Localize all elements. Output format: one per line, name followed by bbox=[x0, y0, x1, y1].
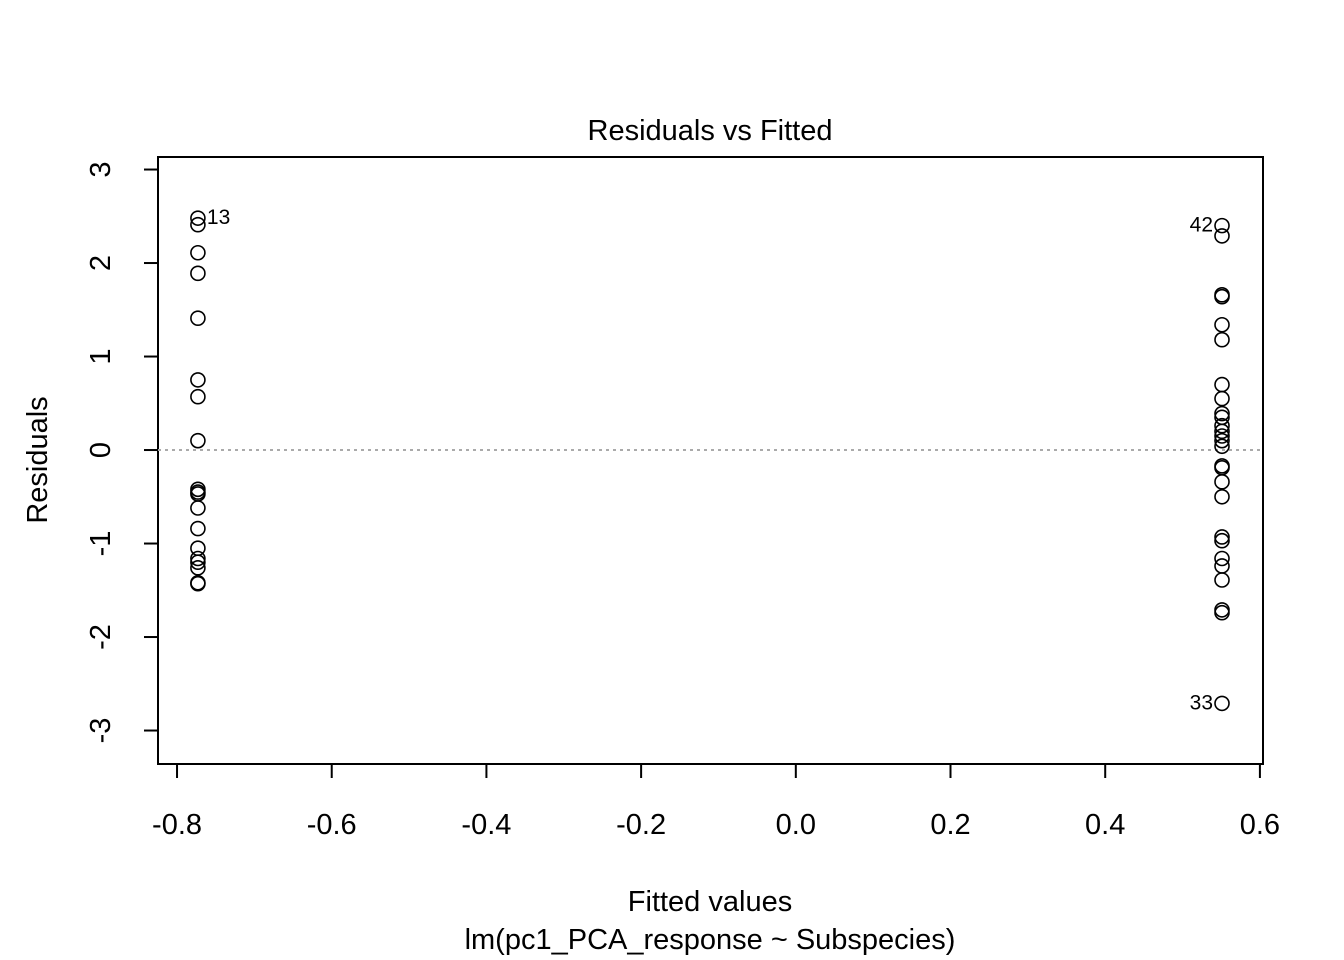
point bbox=[190, 550, 206, 567]
x-axis-label: Fitted values bbox=[628, 886, 792, 918]
y-tick-label: -2 bbox=[85, 624, 117, 650]
point bbox=[1214, 695, 1230, 712]
point bbox=[190, 560, 206, 576]
plot-frame bbox=[157, 156, 1264, 765]
y-axis-label: Residuals bbox=[22, 396, 54, 523]
point bbox=[190, 520, 206, 537]
point-label: 42 bbox=[1190, 214, 1213, 237]
point-label: 33 bbox=[1190, 691, 1213, 714]
point bbox=[190, 216, 206, 233]
x-tick-label: 0.0 bbox=[776, 809, 816, 841]
point bbox=[1214, 316, 1230, 333]
point bbox=[190, 388, 206, 405]
point bbox=[1214, 604, 1230, 621]
point bbox=[190, 265, 206, 282]
point bbox=[1214, 376, 1230, 393]
point bbox=[1214, 529, 1230, 545]
y-tick-label: 0 bbox=[85, 442, 117, 458]
point bbox=[1214, 405, 1230, 422]
point bbox=[1214, 390, 1230, 407]
point bbox=[190, 372, 206, 388]
point bbox=[1214, 550, 1230, 567]
point bbox=[190, 432, 206, 449]
x-tick-label: -0.8 bbox=[152, 809, 202, 841]
subtitle: lm(pc1_PCA_response ~ Subspecies) bbox=[465, 924, 956, 956]
point bbox=[190, 500, 206, 516]
y-tick-label: 3 bbox=[85, 161, 117, 177]
y-tick-label: 2 bbox=[85, 255, 117, 271]
y-tick-label: -3 bbox=[85, 718, 117, 744]
x-tick-label: 0.2 bbox=[930, 809, 970, 841]
x-tick-label: -0.6 bbox=[307, 809, 357, 841]
point-label: 13 bbox=[207, 206, 230, 229]
point bbox=[1214, 428, 1230, 444]
point bbox=[190, 575, 206, 592]
point bbox=[190, 310, 206, 326]
point bbox=[1214, 417, 1230, 434]
x-tick-label: -0.4 bbox=[461, 809, 511, 841]
y-tick-label: -1 bbox=[85, 531, 117, 557]
x-tick-label: -0.2 bbox=[616, 809, 666, 841]
point bbox=[1214, 409, 1230, 426]
point bbox=[1214, 572, 1230, 588]
point bbox=[1214, 438, 1230, 455]
point bbox=[1214, 217, 1230, 234]
point bbox=[1214, 532, 1230, 549]
point bbox=[190, 244, 206, 261]
x-tick-label: 0.6 bbox=[1240, 809, 1280, 841]
chart-title: Residuals vs Fitted bbox=[588, 115, 833, 147]
x-tick-label: 0.4 bbox=[1085, 809, 1125, 841]
point bbox=[1214, 474, 1230, 490]
point bbox=[1214, 423, 1230, 440]
y-tick-label: 1 bbox=[85, 348, 117, 364]
point bbox=[190, 554, 206, 571]
point bbox=[1214, 228, 1230, 244]
point bbox=[1214, 432, 1230, 449]
point bbox=[190, 210, 206, 226]
point bbox=[1214, 331, 1230, 348]
point bbox=[1214, 288, 1230, 305]
point bbox=[1214, 488, 1230, 505]
